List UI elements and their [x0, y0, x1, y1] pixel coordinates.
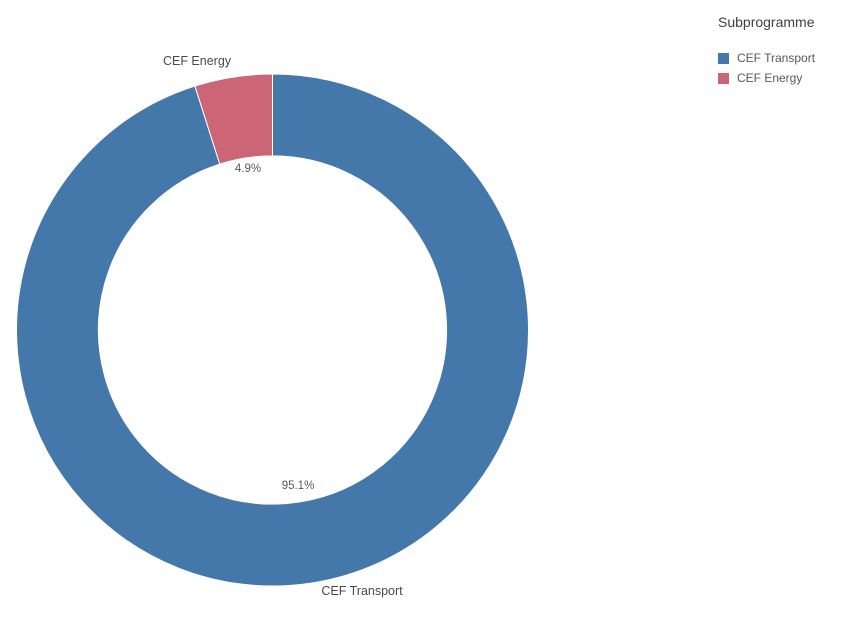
donut-svg — [16, 73, 529, 587]
legend-item-cef-energy[interactable]: CEF Energy — [718, 68, 815, 88]
donut-chart: CEF Energy 4.9% 95.1% CEF Transport — [16, 54, 529, 598]
legend-title: Subprogramme — [718, 14, 815, 30]
legend-item-cef-transport[interactable]: CEF Transport — [718, 48, 815, 68]
legend-item-label: CEF Energy — [737, 71, 803, 85]
legend-item-label: CEF Transport — [737, 51, 816, 65]
donut-slice-cef-transport[interactable] — [16, 73, 529, 587]
legend-swatch-cef-energy-icon — [718, 72, 729, 84]
legend-swatch-cef-transport-icon — [718, 52, 729, 64]
legend: Subprogramme CEF Transport CEF Energy — [718, 14, 815, 88]
donut-slice-cef-energy[interactable] — [194, 73, 273, 165]
